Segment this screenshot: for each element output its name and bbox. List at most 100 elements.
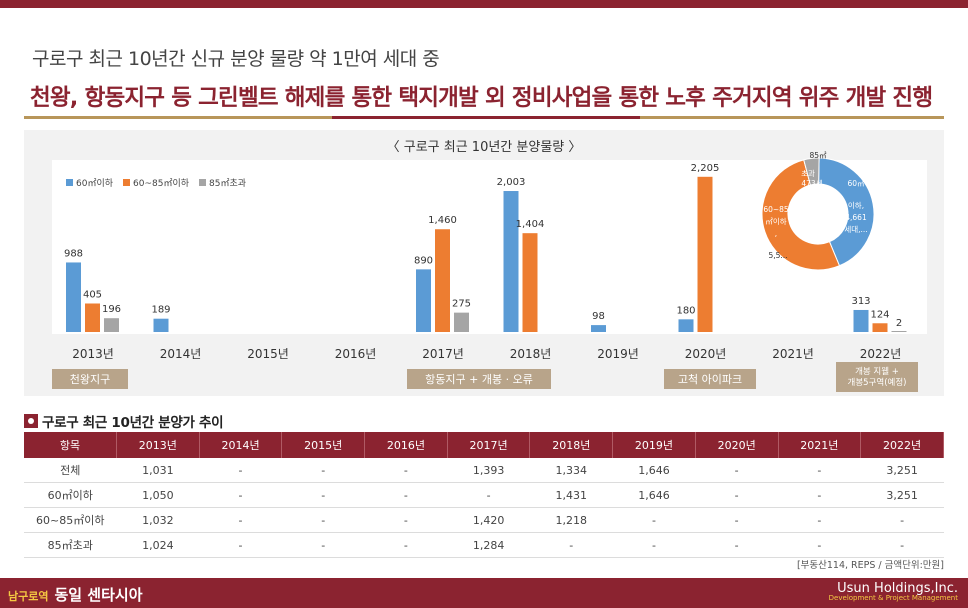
donut-slice-2: [803, 157, 820, 186]
bar-2014년-0: [153, 318, 169, 332]
legend-label: 60~85㎡이하: [133, 179, 190, 189]
legend-item-60: 60㎡이하: [66, 176, 113, 189]
donut-slice-1: [761, 159, 841, 271]
price-section-title: 구로구 최근 10년간 분양가 추이: [24, 411, 224, 431]
table-cell: 1,646: [612, 482, 696, 508]
table-cell: -: [364, 507, 448, 533]
price-section-label: 구로구 최근 10년간 분양가 추이: [42, 415, 224, 431]
bar-2013년-0: [66, 262, 81, 332]
price-table-body: 전체 1,031- - -1,393 1,334 1,646- -3,251 60㎡이하 1,0…: [24, 458, 944, 558]
bar-2013년-1: [85, 303, 100, 332]
donut-label: 473세: [801, 179, 822, 188]
price-table-header-cell: 2019년: [612, 432, 696, 458]
footer-project-name: 동일 센타시아: [54, 586, 143, 604]
x-tick-label: 2014년: [160, 347, 202, 361]
bar-value-label: 1,404: [516, 219, 545, 230]
divider-gold-right: [640, 116, 944, 119]
table-cell: 1,420: [447, 507, 530, 533]
table-cell: -: [199, 458, 282, 483]
bottom-bar: [0, 578, 968, 608]
x-tick-label: 2020년: [685, 347, 727, 361]
price-table-header-cell: 2018년: [529, 432, 614, 458]
table-cell: -: [612, 507, 696, 533]
page-subtitle: 구로구 최근 10년간 신규 분양 물량 약 1만여 세대 중: [32, 48, 440, 70]
district-box: [407, 369, 551, 389]
price-table-header-cell: 2022년: [860, 432, 944, 458]
table-cell: 1,284: [447, 532, 530, 558]
donut-label: 초과: [801, 169, 815, 178]
table-cell: -: [199, 532, 282, 558]
bar-value-label: 196: [102, 304, 121, 315]
table-cell: 1,393: [447, 458, 530, 483]
table-cell: 60㎡이하: [24, 482, 117, 508]
x-tick-label: 2022년: [860, 347, 902, 361]
footer-station-tag: 남구로역: [8, 590, 49, 603]
table-cell: 1,431: [529, 482, 613, 508]
footer-company-name: Usun Holdings,Inc.: [837, 581, 958, 596]
table-cell: -: [364, 532, 448, 558]
bar-2017년-2: [454, 312, 469, 332]
table-cell: -: [695, 458, 778, 483]
donut-label: 60㎡: [847, 179, 865, 188]
section-icon: [24, 414, 38, 428]
bar-value-label: 988: [64, 248, 83, 259]
x-tick-label: 2016년: [335, 347, 377, 361]
price-table-header-cell: 2015년: [281, 432, 366, 458]
bar-2017년-1: [435, 229, 450, 332]
price-table-header-cell: 2016년: [364, 432, 448, 458]
bar-2019년-0: [591, 325, 606, 332]
bar-value-label: 275: [452, 299, 471, 310]
table-row: 60~85㎡이하 1,032- - -1,420 1,218- - - -: [24, 507, 944, 533]
divider-brand: [332, 116, 640, 119]
price-table-header-cell: 2014년: [199, 432, 283, 458]
bar-value-label: 98: [592, 311, 605, 322]
divider-gold-left: [24, 116, 332, 119]
footer-company: Usun Holdings,Inc. Development & Project…: [829, 581, 958, 602]
bar-2022년-2: [891, 331, 907, 332]
bar-2022년-1: [872, 323, 888, 332]
bar-value-label: 2,205: [691, 163, 720, 174]
district-box: [664, 369, 756, 389]
table-cell: 1,032: [116, 507, 200, 533]
table-cell: -: [860, 507, 944, 533]
table-cell: 1,334: [529, 458, 613, 483]
table-cell: -: [364, 482, 448, 508]
table-cell: -: [612, 532, 696, 558]
x-tick-label: 2021년: [772, 347, 814, 361]
bar-value-label: 180: [676, 305, 695, 316]
price-table-header-cell: 2017년: [447, 432, 531, 458]
legend-item-60-85: 60~85㎡이하: [123, 176, 189, 189]
bar-2020년-1: [697, 176, 713, 332]
bar-2018년-0: [503, 191, 519, 332]
district-label: 고척 아이파크: [678, 373, 742, 386]
legend-label: 85㎡초과: [209, 179, 247, 189]
table-cell: 3,251: [860, 458, 944, 483]
x-tick-label: 2015년: [247, 347, 289, 361]
table-cell: 3,251: [860, 482, 944, 508]
bar-value-label: 124: [870, 309, 889, 320]
district-label: 항동지구 + 개봉 · 오류: [425, 373, 533, 386]
table-cell: -: [281, 458, 365, 483]
bar-value-label: 1,460: [428, 215, 457, 226]
donut-label: 60~85: [763, 205, 789, 214]
bar-value-label: 189: [151, 305, 170, 316]
district-box: [836, 362, 918, 392]
table-cell: 1,024: [116, 532, 200, 558]
legend-swatch-gray: [199, 179, 207, 186]
table-cell: -: [695, 482, 778, 508]
table-cell: -: [281, 507, 365, 533]
legend-item-85: 85㎡초과: [199, 176, 246, 189]
chart-title: 〈 구로구 최근 10년간 분양물량 〉: [386, 140, 582, 155]
table-cell: 1,218: [529, 507, 613, 533]
legend-label: 60㎡이하: [76, 179, 114, 189]
bar-2020년-0: [678, 319, 694, 332]
legend-swatch-orange: [123, 179, 131, 186]
donut-label: 85㎡: [809, 151, 827, 160]
table-row: 60㎡이하 1,050- - - -1,431 1,646- -3,251: [24, 482, 944, 508]
table-cell: -: [281, 482, 365, 508]
district-label: 개봉 지웰 +: [855, 366, 899, 377]
bar-2018년-1: [522, 233, 538, 332]
table-cell: -: [281, 532, 365, 558]
table-cell: -: [695, 507, 778, 533]
donut-label: ㎡이하: [765, 216, 786, 226]
